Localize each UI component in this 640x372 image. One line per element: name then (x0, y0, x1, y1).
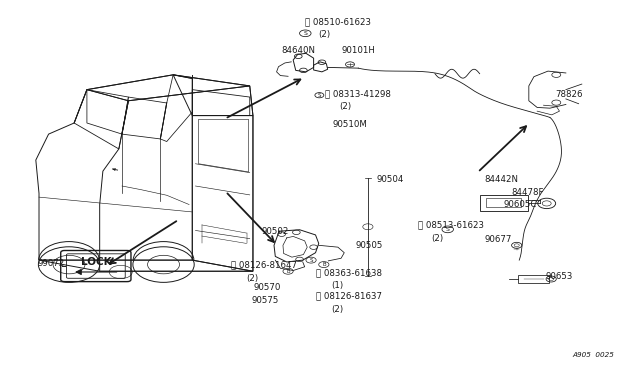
Text: S: S (303, 31, 307, 36)
Text: S: S (317, 93, 321, 98)
Text: (2): (2) (332, 305, 344, 314)
Text: 90101H: 90101H (342, 46, 376, 55)
Text: 90504: 90504 (376, 174, 404, 183)
Text: 90653: 90653 (545, 272, 573, 280)
Text: 99072: 99072 (38, 259, 65, 268)
Text: 84478F: 84478F (511, 188, 543, 197)
Text: (2): (2) (318, 30, 330, 39)
Text: Ⓑ 08126-81637: Ⓑ 08126-81637 (316, 291, 382, 300)
Text: 84442N: 84442N (484, 174, 519, 183)
Text: Ⓜ 08510-61623: Ⓜ 08510-61623 (305, 17, 371, 26)
Text: B: B (322, 262, 326, 267)
Text: LOCK: LOCK (81, 257, 111, 267)
Text: (2): (2) (339, 102, 351, 111)
Text: 90510M: 90510M (333, 120, 367, 129)
Text: 90502: 90502 (261, 227, 289, 236)
Text: 90677: 90677 (484, 235, 512, 244)
Text: B: B (286, 269, 290, 274)
Text: 78826: 78826 (555, 90, 582, 99)
Text: (2): (2) (246, 273, 259, 282)
Text: Ⓑ 08126-81647: Ⓑ 08126-81647 (230, 260, 296, 270)
Text: S: S (446, 227, 450, 232)
Text: 90575: 90575 (251, 296, 278, 305)
Text: 84640N: 84640N (282, 46, 316, 55)
Text: Ⓜ 08313-41298: Ⓜ 08313-41298 (325, 89, 391, 98)
Text: 90505: 90505 (356, 241, 383, 250)
Text: Ⓜ 08513-61623: Ⓜ 08513-61623 (418, 221, 484, 230)
Text: S: S (309, 258, 313, 263)
Text: 90570: 90570 (253, 283, 281, 292)
Text: A905  0025: A905 0025 (572, 352, 614, 358)
Text: (1): (1) (332, 281, 344, 290)
Text: Ⓜ 08363-61638: Ⓜ 08363-61638 (316, 268, 382, 277)
Text: 90605C: 90605C (503, 201, 537, 209)
Text: (2): (2) (431, 234, 444, 243)
